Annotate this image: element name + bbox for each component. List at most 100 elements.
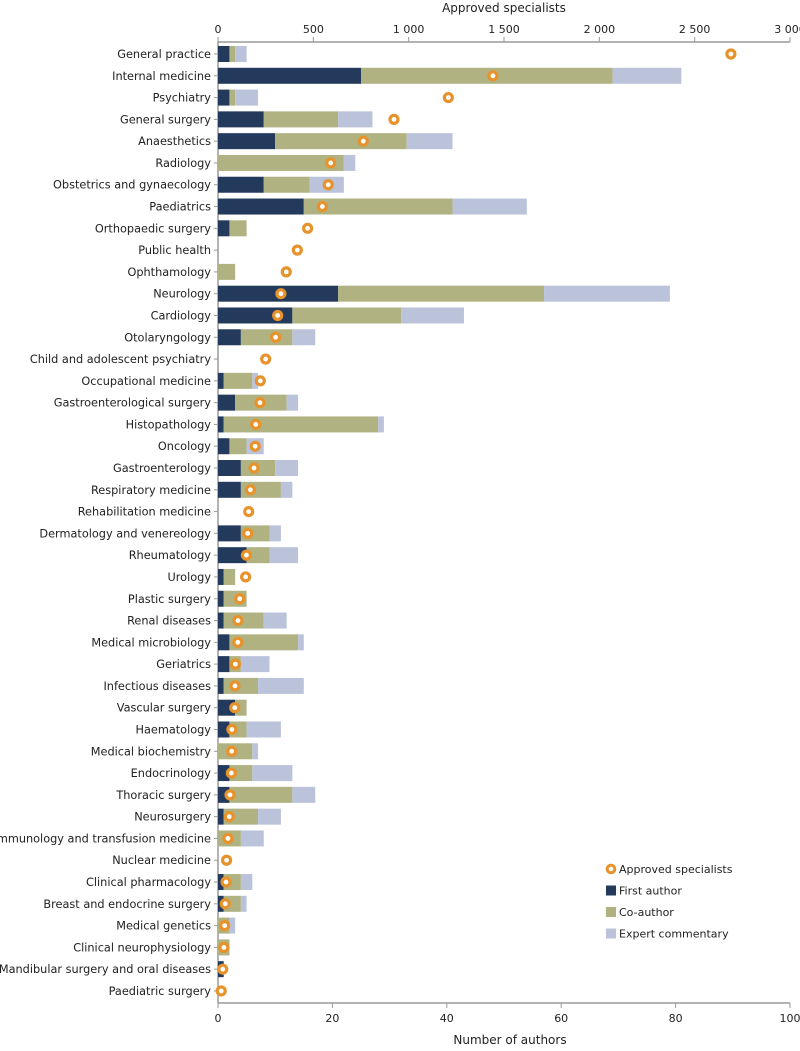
bar-expert-commentary xyxy=(229,918,235,934)
bar-co-author xyxy=(292,307,401,323)
category-label: Infectious diseases xyxy=(103,680,211,693)
category-label: Immunology and transfusion medicine xyxy=(0,832,211,845)
category-label: Otolaryngology xyxy=(124,331,211,344)
approved-specialists-marker xyxy=(359,137,367,145)
approved-specialists-marker xyxy=(242,573,250,581)
legend-swatch xyxy=(606,907,616,917)
approved-specialists-marker xyxy=(489,72,497,80)
category-label: Medical microbiology xyxy=(91,636,211,649)
category-label: Gastroenterology xyxy=(113,462,211,475)
category-label: Vascular surgery xyxy=(117,702,212,715)
legend-ring-icon xyxy=(607,865,615,873)
bar-first-author xyxy=(218,395,235,411)
bar-expert-commentary xyxy=(258,809,281,825)
approved-specialists-marker xyxy=(222,878,230,886)
category-label: Psychiatry xyxy=(153,92,212,105)
category-label: Anaesthetics xyxy=(138,135,211,148)
bar-expert-commentary xyxy=(235,90,258,106)
bar-expert-commentary xyxy=(252,765,292,781)
category-label: Child and adolescent psychiatry xyxy=(30,353,212,366)
approved-specialists-marker xyxy=(234,617,242,625)
approved-specialists-marker xyxy=(246,486,254,494)
approved-specialists-marker xyxy=(228,747,236,755)
bar-co-author xyxy=(361,68,613,84)
bar-expert-commentary xyxy=(241,896,247,912)
category-label: Paediatrics xyxy=(149,201,211,214)
bar-expert-commentary xyxy=(298,634,304,650)
approved-specialists-marker xyxy=(274,311,282,319)
approved-specialists-marker xyxy=(277,290,285,298)
top-axis-tick-label: 2 500 xyxy=(679,23,711,36)
category-label: Radiology xyxy=(155,157,211,170)
legend-label: First author xyxy=(619,885,682,898)
approved-specialists-marker xyxy=(272,333,280,341)
approved-specialists-marker xyxy=(327,159,335,167)
bar-co-author xyxy=(275,133,407,149)
bar-first-author xyxy=(218,525,241,541)
category-label: Histopathology xyxy=(126,418,212,431)
bar-first-author xyxy=(218,809,224,825)
category-label: Occupational medicine xyxy=(81,375,211,388)
bar-first-author xyxy=(218,591,224,607)
bar-first-author xyxy=(218,460,241,476)
bottom-axis-tick-label: 100 xyxy=(780,1012,800,1025)
approved-specialists-marker xyxy=(262,355,270,363)
bottom-axis-tick-label: 0 xyxy=(215,1012,222,1025)
category-label: Gastroenterological surgery xyxy=(54,397,212,410)
bar-expert-commentary xyxy=(292,787,315,803)
bar-expert-commentary xyxy=(241,656,270,672)
bottom-axis-tick-label: 40 xyxy=(440,1012,454,1025)
approved-specialists-marker xyxy=(220,943,228,951)
approved-specialists-marker xyxy=(223,856,231,864)
bar-expert-commentary xyxy=(252,743,258,759)
approved-specialists-marker xyxy=(256,377,264,385)
category-label: Oncology xyxy=(158,440,211,453)
bar-first-author xyxy=(218,329,241,345)
legend-swatch xyxy=(606,929,616,939)
bar-first-author xyxy=(218,111,264,127)
top-axis-tick-label: 0 xyxy=(215,23,222,36)
approved-specialists-marker xyxy=(727,50,735,58)
category-label: Neurology xyxy=(153,288,211,301)
top-axis-title: Approved specialists xyxy=(442,1,566,15)
approved-specialists-marker xyxy=(251,442,259,450)
approved-specialists-marker xyxy=(318,203,326,211)
legend-label: Co-author xyxy=(619,906,674,919)
approved-specialists-marker xyxy=(250,464,258,472)
bottom-axis-tick-label: 20 xyxy=(325,1012,339,1025)
bar-co-author xyxy=(264,111,338,127)
bar-first-author xyxy=(218,68,361,84)
approved-specialists-marker xyxy=(231,704,239,712)
top-axis-tick-label: 3 000 xyxy=(774,23,800,36)
bar-expert-commentary xyxy=(407,133,453,149)
bar-first-author xyxy=(218,656,229,672)
bar-first-author xyxy=(218,678,224,694)
category-label: Rheumatology xyxy=(129,549,212,562)
category-label: Internal medicine xyxy=(112,70,211,83)
approved-specialists-marker xyxy=(236,595,244,603)
bar-expert-commentary xyxy=(338,111,372,127)
bar-expert-commentary xyxy=(401,307,464,323)
bar-co-author xyxy=(224,678,258,694)
category-label: Medical biochemistry xyxy=(91,745,212,758)
approved-specialists-marker xyxy=(226,791,234,799)
bar-first-author xyxy=(218,220,229,236)
bar-co-author xyxy=(338,286,544,302)
category-label: Cardiology xyxy=(151,309,212,322)
approved-specialists-marker xyxy=(304,224,312,232)
bar-expert-commentary xyxy=(264,613,287,629)
bar-expert-commentary xyxy=(344,155,355,171)
category-label: Obstetrics and gynaecology xyxy=(53,179,211,192)
bar-co-author xyxy=(224,569,235,585)
approved-specialists-marker xyxy=(221,922,229,930)
bars xyxy=(218,46,681,977)
category-label: Thoracic surgery xyxy=(115,789,211,802)
approved-specialists-marker xyxy=(245,508,253,516)
category-label: General surgery xyxy=(120,113,211,126)
bar-expert-commentary xyxy=(269,525,280,541)
category-label: Urology xyxy=(168,571,212,584)
bar-first-author xyxy=(218,177,264,193)
bar-first-author xyxy=(218,438,229,454)
